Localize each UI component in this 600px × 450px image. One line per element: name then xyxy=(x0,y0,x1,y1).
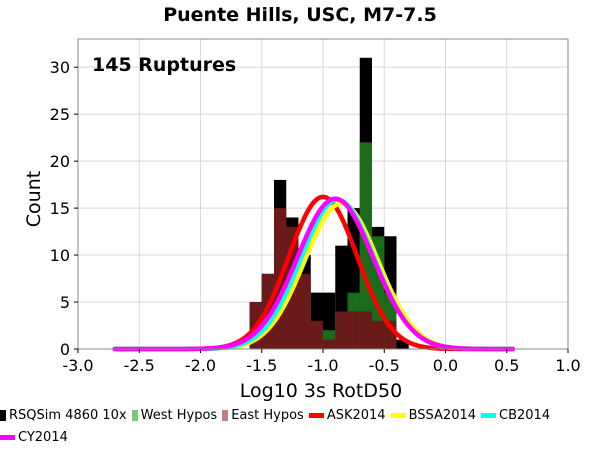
chart-title: Puente Hills, USC, M7-7.5 xyxy=(163,4,437,26)
rupture-count-annotation: 145 Ruptures xyxy=(92,54,236,76)
histogram-bars xyxy=(249,57,409,350)
legend-swatch xyxy=(0,434,15,440)
bar-east-hypos xyxy=(323,339,336,349)
legend-row-2: CY2014 xyxy=(0,426,600,448)
y-tick-label: 0 xyxy=(60,340,70,359)
legend: RSQSim 4860 10x West Hypos East Hypos ASK20… xyxy=(0,404,600,448)
legend-item-ask2014: ASK2014 xyxy=(308,407,386,423)
bar-east-hypos xyxy=(298,273,311,349)
y-tick-label: 10 xyxy=(50,246,70,265)
legend-swatch xyxy=(481,412,497,418)
x-tick-label: -3.0 xyxy=(62,356,93,375)
legend-swatch xyxy=(0,409,6,421)
legend-item-cy2014: CY2014 xyxy=(0,430,68,445)
legend-label: East Hypos xyxy=(231,407,304,423)
bar-east-hypos xyxy=(372,320,385,349)
legend-item-east-hypos: East Hypos xyxy=(222,408,304,423)
legend-label: RSQSim 4860 10x xyxy=(9,407,127,423)
histogram-chart: Puente Hills, USC, M7-7.5 -3.0 -2.5 -2.0 -1… xyxy=(23,4,581,402)
bar-east-hypos xyxy=(359,311,372,349)
legend-label: CB2014 xyxy=(499,407,551,423)
x-axis-label: Log10 3s RotD50 xyxy=(240,380,402,402)
legend-swatch xyxy=(131,409,138,421)
legend-label: BSSA2014 xyxy=(408,407,477,423)
y-tick-label: 20 xyxy=(50,152,70,171)
x-tick-label: -2.5 xyxy=(124,356,155,375)
y-tick-label: 5 xyxy=(60,293,70,312)
bar-east-hypos xyxy=(310,320,323,349)
legend-item-rsqsim-4860-10x: RSQSim 4860 10x xyxy=(0,408,127,423)
x-tick-label: -2.0 xyxy=(185,356,216,375)
x-tick-label: 1.0 xyxy=(555,356,580,375)
legend-swatch xyxy=(390,412,406,418)
bar-east-hypos xyxy=(347,311,360,349)
x-tick-label: 0.5 xyxy=(494,356,519,375)
bar-east-hypos xyxy=(335,311,348,349)
legend-label: ASK2014 xyxy=(326,407,386,423)
y-tick-label: 30 xyxy=(50,58,70,77)
axis-ticks: -3.0 -2.5 -2.0 -1.5 -1.0 -0.5 0.0 0.5 1.0 0 5 10 15 2… xyxy=(50,58,581,375)
legend-label: CY2014 xyxy=(18,429,68,445)
legend-label: West Hypos xyxy=(140,407,218,423)
x-tick-label: -0.5 xyxy=(369,356,400,375)
y-tick-label: 25 xyxy=(50,105,70,124)
bar-rsqsim-4860-10x xyxy=(396,339,409,349)
x-tick-label: 0.0 xyxy=(433,356,458,375)
legend-item-west-hypos: West Hypos xyxy=(131,407,218,423)
legend-row-1: RSQSim 4860 10x West Hypos East Hypos ASK20… xyxy=(0,404,600,426)
y-axis-label: Count xyxy=(23,171,45,227)
legend-swatch xyxy=(308,412,324,418)
legend-item-cb2014: CB2014 xyxy=(481,408,550,423)
y-tick-label: 15 xyxy=(50,199,70,218)
legend-swatch xyxy=(222,409,229,421)
x-tick-label: -1.0 xyxy=(307,356,338,375)
legend-item-bssa2014: BSSA2014 xyxy=(390,407,477,423)
x-tick-label: -1.5 xyxy=(246,356,277,375)
